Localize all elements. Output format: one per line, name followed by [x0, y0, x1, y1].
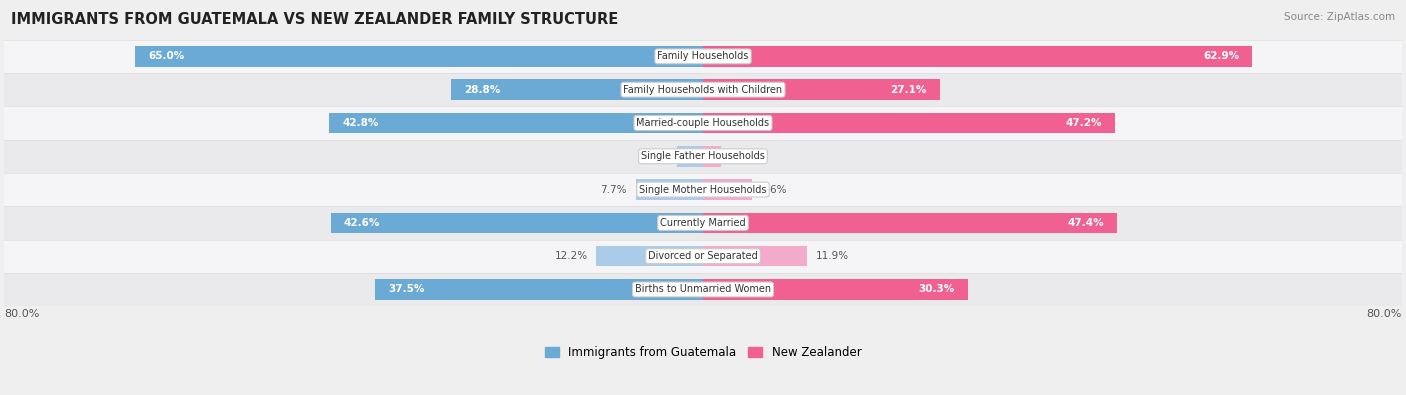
Bar	[676, 146, 703, 167]
Text: Married-couple Households: Married-couple Households	[637, 118, 769, 128]
Text: 11.9%: 11.9%	[815, 251, 849, 261]
Text: Single Father Households: Single Father Households	[641, 151, 765, 161]
Bar	[703, 46, 1253, 67]
Text: 62.9%: 62.9%	[1204, 51, 1239, 61]
Text: 47.4%: 47.4%	[1067, 218, 1104, 228]
Bar	[329, 113, 703, 133]
Text: Family Households with Children: Family Households with Children	[623, 85, 783, 95]
FancyBboxPatch shape	[4, 40, 1402, 73]
Text: Divorced or Separated: Divorced or Separated	[648, 251, 758, 261]
Bar	[596, 246, 703, 267]
FancyBboxPatch shape	[4, 206, 1402, 239]
Bar	[330, 213, 703, 233]
Text: 37.5%: 37.5%	[388, 284, 425, 295]
Bar	[375, 279, 703, 300]
Text: 80.0%: 80.0%	[1367, 309, 1402, 319]
Bar	[703, 79, 939, 100]
Bar	[703, 213, 1116, 233]
Text: 27.1%: 27.1%	[890, 85, 927, 95]
Bar	[703, 146, 721, 167]
Text: 7.7%: 7.7%	[600, 184, 627, 195]
Bar	[703, 279, 967, 300]
Bar	[636, 179, 703, 200]
Text: 5.6%: 5.6%	[761, 184, 787, 195]
Text: Source: ZipAtlas.com: Source: ZipAtlas.com	[1284, 12, 1395, 22]
Text: 3.0%: 3.0%	[641, 151, 668, 161]
Text: 30.3%: 30.3%	[918, 284, 955, 295]
Text: 42.6%: 42.6%	[344, 218, 381, 228]
FancyBboxPatch shape	[4, 239, 1402, 273]
Text: Currently Married: Currently Married	[661, 218, 745, 228]
Text: 12.2%: 12.2%	[554, 251, 588, 261]
Text: 42.8%: 42.8%	[342, 118, 378, 128]
Text: 47.2%: 47.2%	[1066, 118, 1102, 128]
Text: 80.0%: 80.0%	[4, 309, 39, 319]
FancyBboxPatch shape	[4, 106, 1402, 139]
Text: IMMIGRANTS FROM GUATEMALA VS NEW ZEALANDER FAMILY STRUCTURE: IMMIGRANTS FROM GUATEMALA VS NEW ZEALAND…	[11, 12, 619, 27]
FancyBboxPatch shape	[4, 139, 1402, 173]
Bar	[703, 179, 752, 200]
Text: 28.8%: 28.8%	[464, 85, 501, 95]
Bar	[451, 79, 703, 100]
FancyBboxPatch shape	[4, 73, 1402, 106]
Bar	[703, 113, 1115, 133]
Bar	[703, 246, 807, 267]
FancyBboxPatch shape	[4, 173, 1402, 206]
FancyBboxPatch shape	[4, 273, 1402, 306]
Legend: Immigrants from Guatemala, New Zealander: Immigrants from Guatemala, New Zealander	[544, 346, 862, 359]
Text: Single Mother Households: Single Mother Households	[640, 184, 766, 195]
Text: Family Households: Family Households	[658, 51, 748, 61]
Bar	[135, 46, 703, 67]
Text: 65.0%: 65.0%	[148, 51, 184, 61]
Text: Births to Unmarried Women: Births to Unmarried Women	[636, 284, 770, 295]
Text: 2.1%: 2.1%	[730, 151, 756, 161]
